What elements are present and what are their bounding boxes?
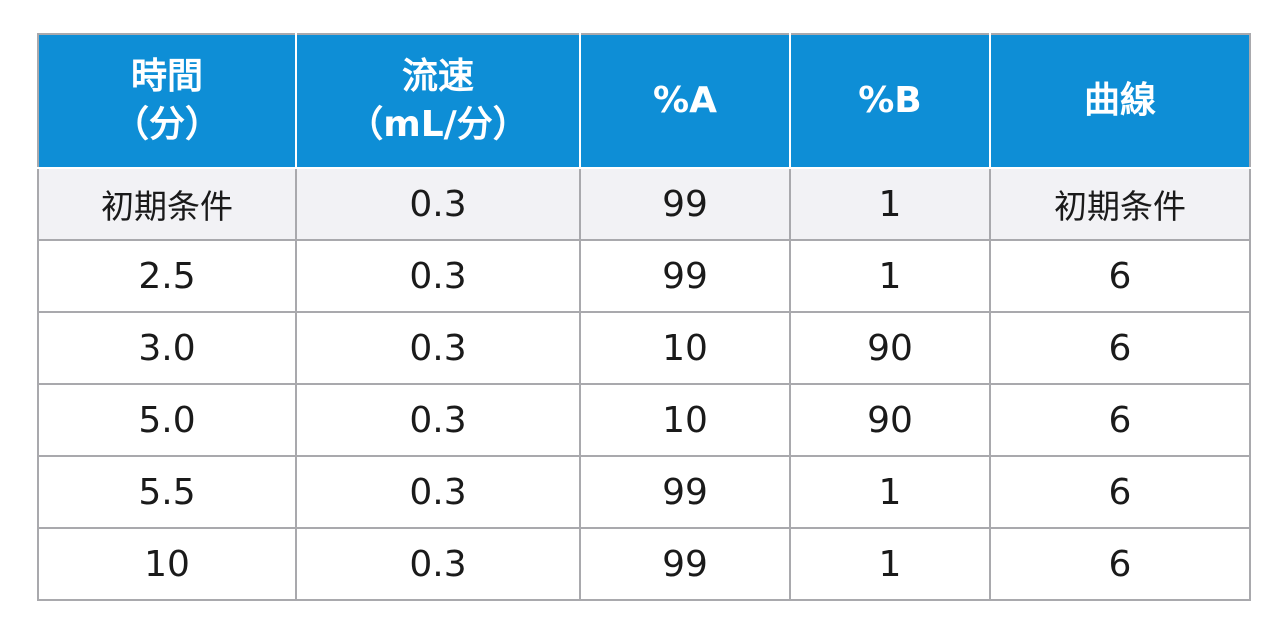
cell-percent-a: 99 (579, 167, 791, 241)
table-row: 初期条件 0.3 99 1 初期条件 (37, 167, 1251, 241)
header-time-line1: 時間 (130, 56, 203, 97)
cell-curve: 6 (989, 311, 1251, 385)
cell-time: 5.0 (37, 383, 297, 457)
table-row: 5.5 0.3 99 1 6 (37, 455, 1251, 529)
cell-curve: 6 (989, 527, 1251, 601)
table-row: 5.0 0.3 10 90 6 (37, 383, 1251, 457)
cell-curve: 初期条件 (989, 167, 1251, 241)
table-row: 10 0.3 99 1 6 (37, 527, 1251, 601)
header-curve-label: 曲線 (1083, 80, 1156, 121)
cell-time: 3.0 (37, 311, 297, 385)
cell-percent-a: 10 (579, 383, 791, 457)
header-flow-rate-line2: （mL/分） (347, 104, 529, 145)
header-curve: 曲線 (989, 33, 1251, 169)
cell-flow-rate: 0.3 (295, 455, 581, 529)
cell-percent-b: 1 (789, 167, 991, 241)
header-time-line2: （分） (112, 104, 221, 145)
cell-percent-b: 90 (789, 383, 991, 457)
gradient-table-container: 時間 （分） 流速 （mL/分） %A %B 曲線 初 (37, 33, 1251, 601)
cell-percent-a: 99 (579, 527, 791, 601)
cell-curve: 6 (989, 383, 1251, 457)
cell-curve: 6 (989, 239, 1251, 313)
header-time: 時間 （分） (37, 33, 297, 169)
cell-percent-b: 1 (789, 527, 991, 601)
table-header-row: 時間 （分） 流速 （mL/分） %A %B 曲線 (37, 33, 1251, 169)
cell-time: 2.5 (37, 239, 297, 313)
cell-percent-b: 90 (789, 311, 991, 385)
gradient-table: 時間 （分） 流速 （mL/分） %A %B 曲線 初 (37, 33, 1251, 601)
cell-curve: 6 (989, 455, 1251, 529)
header-flow-rate-line1: 流速 (401, 56, 474, 97)
cell-flow-rate: 0.3 (295, 383, 581, 457)
cell-percent-a: 99 (579, 455, 791, 529)
header-percent-a-label: %A (653, 80, 717, 121)
cell-percent-b: 1 (789, 455, 991, 529)
cell-percent-a: 99 (579, 239, 791, 313)
cell-percent-b: 1 (789, 239, 991, 313)
cell-percent-a: 10 (579, 311, 791, 385)
table-row: 3.0 0.3 10 90 6 (37, 311, 1251, 385)
header-percent-b-label: %B (858, 80, 922, 121)
header-flow-rate: 流速 （mL/分） (295, 33, 581, 169)
cell-time: 5.5 (37, 455, 297, 529)
header-percent-a: %A (579, 33, 791, 169)
cell-flow-rate: 0.3 (295, 311, 581, 385)
header-percent-b: %B (789, 33, 991, 169)
cell-time: 10 (37, 527, 297, 601)
cell-flow-rate: 0.3 (295, 167, 581, 241)
cell-flow-rate: 0.3 (295, 527, 581, 601)
cell-time: 初期条件 (37, 167, 297, 241)
table-row: 2.5 0.3 99 1 6 (37, 239, 1251, 313)
cell-flow-rate: 0.3 (295, 239, 581, 313)
